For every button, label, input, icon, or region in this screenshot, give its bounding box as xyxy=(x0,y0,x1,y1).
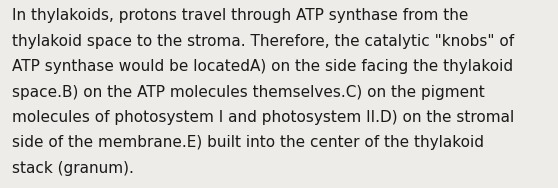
Text: side of the membrane.E) built into the center of the thylakoid: side of the membrane.E) built into the c… xyxy=(12,135,484,150)
Text: thylakoid space to the stroma. Therefore, the catalytic "knobs" of: thylakoid space to the stroma. Therefore… xyxy=(12,34,514,49)
Text: stack (granum).: stack (granum). xyxy=(12,161,134,176)
Text: ATP synthase would be locatedA) on the side facing the thylakoid: ATP synthase would be locatedA) on the s… xyxy=(12,59,513,74)
Text: space.B) on the ATP molecules themselves.C) on the pigment: space.B) on the ATP molecules themselves… xyxy=(12,85,485,100)
Text: molecules of photosystem I and photosystem II.D) on the stromal: molecules of photosystem I and photosyst… xyxy=(12,110,514,125)
Text: In thylakoids, protons travel through ATP synthase from the: In thylakoids, protons travel through AT… xyxy=(12,8,469,24)
